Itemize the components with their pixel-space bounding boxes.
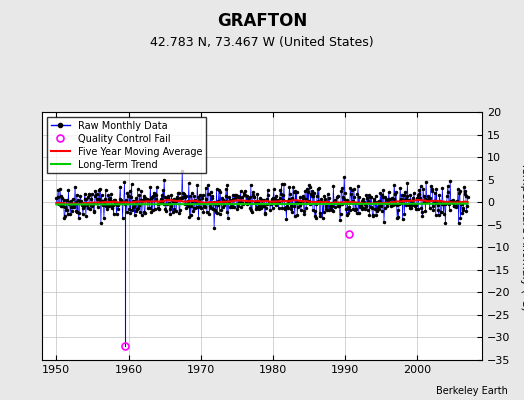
Text: GRAFTON: GRAFTON [217, 12, 307, 30]
Y-axis label: Temperature Anomaly (°C): Temperature Anomaly (°C) [520, 162, 524, 310]
Legend: Raw Monthly Data, Quality Control Fail, Five Year Moving Average, Long-Term Tren: Raw Monthly Data, Quality Control Fail, … [47, 117, 206, 173]
Text: 42.783 N, 73.467 W (United States): 42.783 N, 73.467 W (United States) [150, 36, 374, 49]
Text: Berkeley Earth: Berkeley Earth [436, 386, 508, 396]
